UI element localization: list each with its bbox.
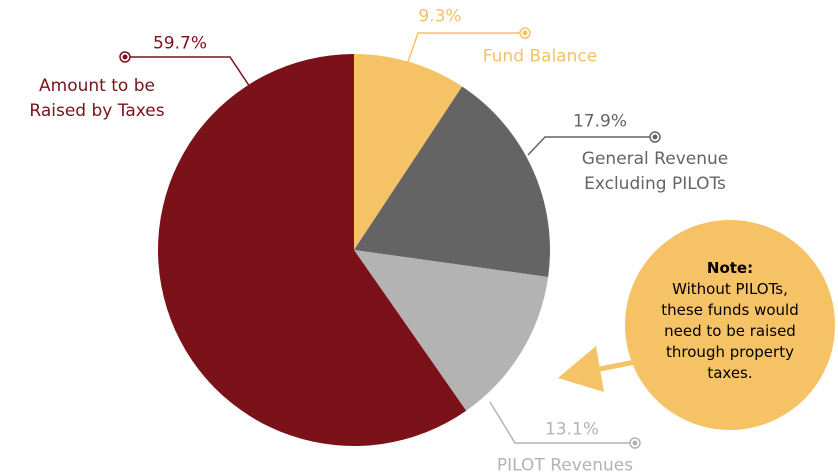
pie-slice (354, 250, 549, 411)
note-arrowhead (558, 346, 604, 392)
leader-line (527, 136, 655, 156)
note: Note: Without PILOTs, these funds would n… (660, 258, 800, 384)
value-label: 17.9% (572, 111, 628, 132)
value-label: 13.1% (544, 419, 600, 440)
note-bubble (625, 220, 835, 430)
pie-slice (354, 86, 550, 278)
leader-line (489, 401, 635, 444)
category-label: General Revenue Excluding PILOTs (581, 149, 729, 194)
leader-line (125, 56, 251, 88)
value-label: 9.3% (418, 6, 462, 27)
note-arrow (589, 353, 666, 374)
pie-slice (158, 54, 467, 446)
note-text: Without PILOTs, these funds would need t… (661, 280, 799, 382)
leader-dot (122, 54, 128, 60)
category-label: Fund Balance (482, 46, 598, 67)
value-label: 59.7% (152, 33, 208, 54)
leader-line (407, 32, 525, 63)
category-label: Amount to be Raised by Taxes (29, 76, 165, 121)
pie-slice (354, 54, 463, 250)
leader-dot (652, 134, 658, 140)
note-title: Note: (706, 259, 754, 277)
leader-dot (632, 440, 638, 446)
leader-dot (522, 30, 528, 36)
category-label: PILOT Revenues (496, 455, 634, 476)
